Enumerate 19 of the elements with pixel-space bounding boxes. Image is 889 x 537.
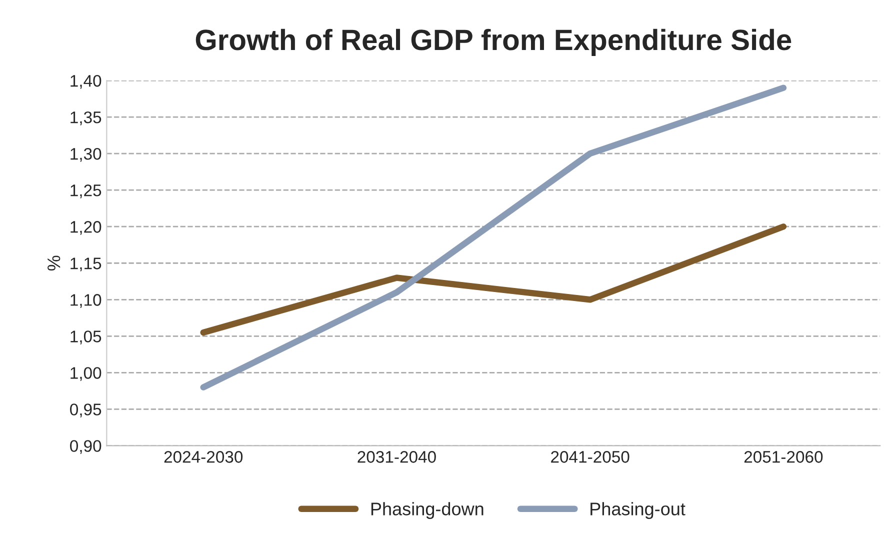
y-tick-label: 1,20 (70, 221, 102, 235)
y-tick-label: 1,10 (70, 294, 102, 308)
y-tick-label: 0,95 (70, 404, 102, 418)
x-tick-label: 2024-2030 (164, 451, 243, 463)
y-tick-label: 1,40 (70, 74, 102, 89)
legend-label: Phasing-down (371, 502, 484, 519)
y-tick-label: 1,05 (70, 330, 102, 344)
legend-label: Phasing-out (590, 502, 686, 519)
y-tick-label: 1,25 (70, 184, 102, 198)
y-tick-label: 1,15 (70, 258, 102, 272)
y-tick-label: 1,00 (70, 367, 102, 381)
y-tick-label: 1,30 (70, 148, 102, 162)
y-tick-label: 1,35 (70, 111, 102, 126)
y-axis-title: % (48, 256, 60, 271)
y-tick-label: 0,90 (70, 440, 102, 454)
x-tick-label: 2031-2040 (358, 451, 436, 463)
x-tick-label: 2041-2050 (551, 451, 630, 463)
chart-title: Growth of Real GDP from Expenditure Side (196, 28, 792, 56)
x-tick-label: 2051-2060 (744, 451, 823, 463)
